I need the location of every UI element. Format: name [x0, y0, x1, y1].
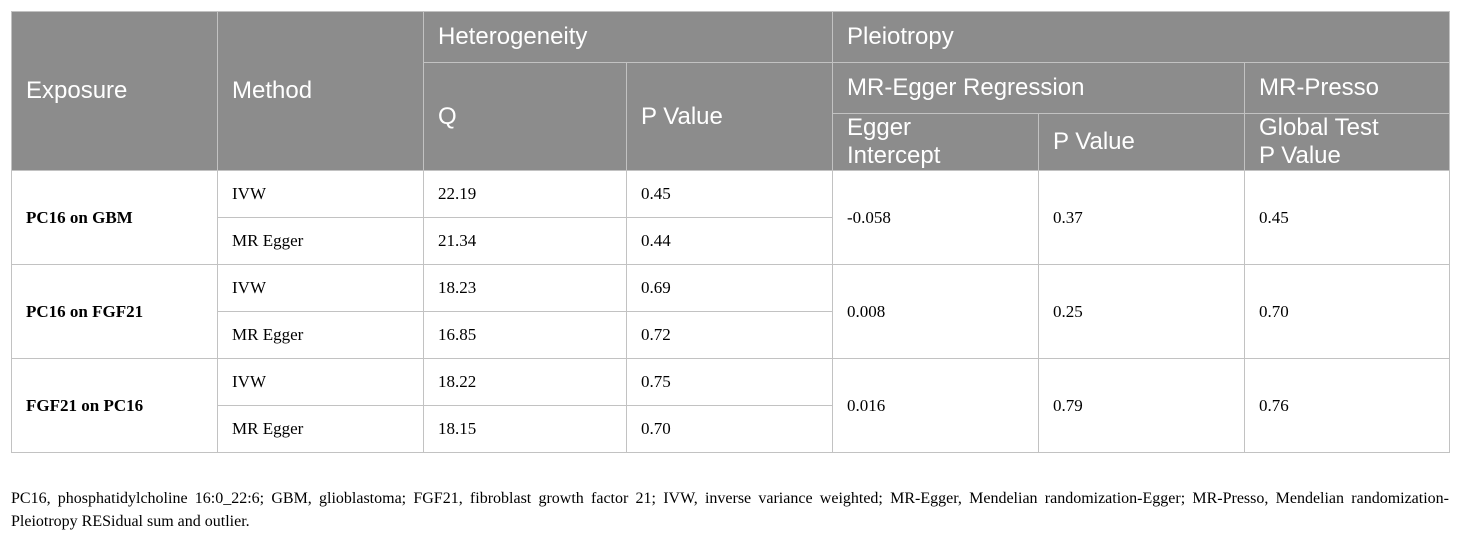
global-test-p-value-cell: 0.45 [1243, 170, 1451, 265]
table-row: MR Egger 16.85 0.72 [12, 311, 1450, 359]
table-footnote: PC16, phosphatidylcholine 16:0_22:6; GBM… [11, 490, 1449, 530]
table-row: PC16 on GBM IVW 22.19 0.45 -0.058 0.37 0… [11, 170, 1451, 265]
q-cell: 16.85 [423, 311, 627, 359]
method-cell: IVW [217, 170, 424, 218]
q-cell: 21.34 [423, 217, 627, 265]
header-exposure: Exposure [11, 11, 218, 171]
table-row: FGF21 on PC16 IVW 18.22 0.75 0.016 0.79 … [11, 358, 1451, 453]
q-cell: 18.22 [423, 358, 627, 406]
exposure-cell: FGF21 on PC16 [11, 358, 218, 453]
header-global-test-line2: P Value [1259, 142, 1341, 169]
results-table: Exposure Method Heterogeneity Pleiotropy… [11, 11, 1451, 453]
method-cell: MR Egger [217, 311, 424, 359]
egger-p-value-cell: 0.25 [1038, 264, 1245, 359]
header-q: Q [423, 62, 627, 171]
exposure-cell: PC16 on GBM [11, 170, 218, 265]
header-global-test-line1: Global Test [1259, 114, 1379, 141]
table-row: PC16 on FGF21 IVW 18.23 0.69 0.008 0.25 … [11, 264, 1451, 359]
header-egger-p-value: P Value [1038, 113, 1245, 171]
egger-intercept-cell: 0.008 [832, 264, 1039, 359]
exposure-cell: PC16 on FGF21 [11, 264, 218, 359]
p-value-cell: 0.72 [626, 311, 833, 359]
header-egger-intercept: Egger Intercept [832, 113, 1039, 171]
egger-p-value-cell: 0.79 [1038, 358, 1245, 453]
method-cell: IVW [217, 358, 424, 406]
method-cell: IVW [217, 264, 424, 312]
header-p-value: P Value [626, 62, 833, 171]
header-global-test: Global Test P Value [1243, 113, 1451, 171]
egger-intercept-cell: -0.058 [832, 170, 1039, 265]
q-cell: 22.19 [423, 170, 627, 218]
global-test-p-value-cell: 0.76 [1243, 358, 1451, 453]
p-value-cell: 0.45 [626, 170, 833, 218]
header-mr-egger-regression: MR-Egger Regression [832, 62, 1245, 114]
p-value-cell: 0.44 [626, 217, 833, 265]
p-value-cell: 0.70 [626, 405, 833, 453]
egger-intercept-cell: 0.016 [832, 358, 1039, 453]
table-row: MR Egger 21.34 0.44 [12, 217, 1450, 265]
method-cell: MR Egger [217, 217, 424, 265]
table-row: MR Egger 18.15 0.70 [12, 405, 1450, 453]
method-cell: MR Egger [217, 405, 424, 453]
header-heterogeneity: Heterogeneity [423, 11, 833, 63]
q-cell: 18.23 [423, 264, 627, 312]
header-method: Method [217, 11, 424, 171]
global-test-p-value-cell: 0.70 [1243, 264, 1451, 359]
p-value-cell: 0.69 [626, 264, 833, 312]
p-value-cell: 0.75 [626, 358, 833, 406]
header-mr-presso: MR-Presso [1243, 62, 1451, 114]
header-egger-intercept-line1: Egger [847, 114, 912, 141]
egger-p-value-cell: 0.37 [1038, 170, 1245, 265]
header-egger-intercept-line2: Intercept [847, 142, 941, 169]
q-cell: 18.15 [423, 405, 627, 453]
header-pleiotropy: Pleiotropy [831, 11, 1451, 63]
